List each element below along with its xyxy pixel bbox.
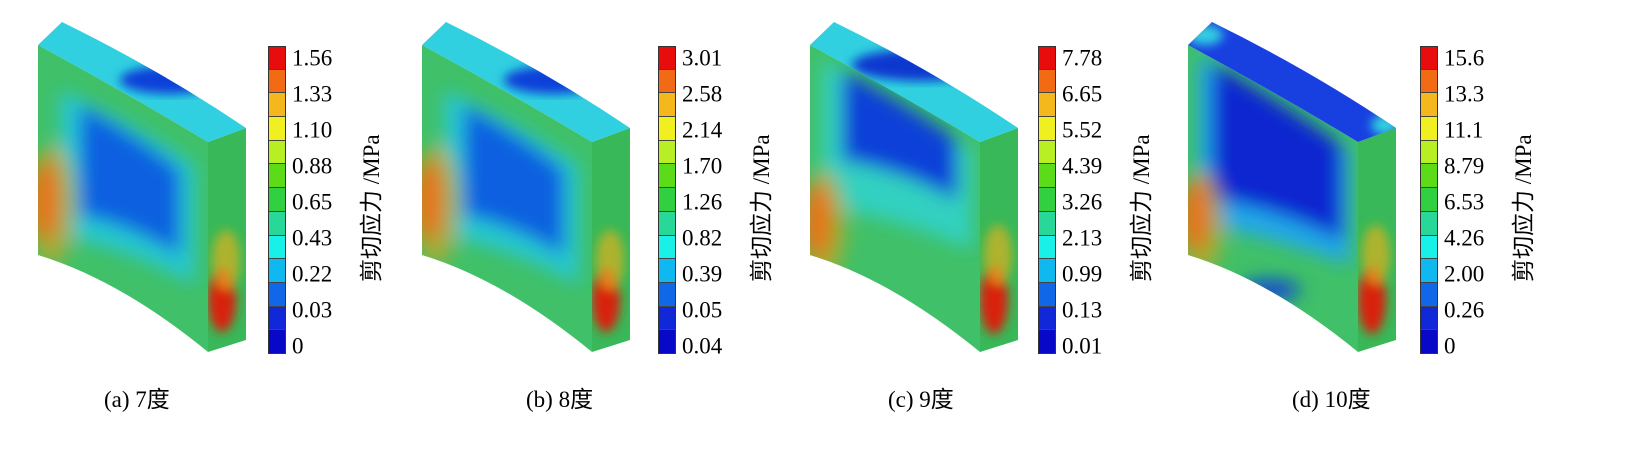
colorbar-level — [658, 282, 676, 307]
tick-label: 0.13 — [1062, 297, 1103, 323]
colorbar-axis-label: 剪切应力 /MPa — [1511, 134, 1536, 282]
tick-label: 6.53 — [1444, 189, 1485, 215]
tick-label: 2.13 — [1062, 225, 1103, 251]
colorbar-level — [268, 282, 286, 307]
tick-label: 2.58 — [682, 81, 723, 107]
tick-label: 11.1 — [1444, 117, 1484, 143]
tick-label: 0.39 — [682, 261, 723, 287]
tick-label: 0 — [292, 333, 304, 359]
tick-label: 2.00 — [1444, 261, 1485, 287]
colorbar-level — [1038, 211, 1056, 236]
colorbar-level — [268, 235, 286, 260]
colorbar-level — [658, 46, 676, 70]
tick-label: 0.99 — [1062, 261, 1103, 287]
colorbar-level — [1038, 282, 1056, 307]
colorbar-level — [658, 235, 676, 260]
panel-caption: (b) 8度 — [526, 387, 594, 412]
colorbar-level — [1038, 235, 1056, 260]
colorbar-level — [1038, 306, 1056, 331]
colorbar-level — [268, 93, 286, 118]
colorbar-level — [1420, 164, 1438, 189]
tick-label: 1.10 — [292, 117, 333, 143]
colorbar-level — [1038, 69, 1056, 94]
colorbar-level — [658, 69, 676, 94]
tick-label: 1.70 — [682, 153, 723, 179]
colorbar-level — [1420, 93, 1438, 118]
colorbar-level — [1420, 188, 1438, 212]
colorbar-level — [1038, 140, 1056, 165]
tick-label: 4.39 — [1062, 153, 1103, 179]
colorbar-level — [268, 306, 286, 331]
tick-label: 0.22 — [292, 261, 333, 287]
colorbar-level — [1038, 46, 1056, 70]
colorbar-level — [1038, 93, 1056, 118]
colorbar-level — [658, 188, 676, 212]
tick-label: 3.26 — [1062, 189, 1103, 215]
colorbar-level — [1038, 188, 1056, 212]
colorbar-level — [658, 211, 676, 236]
colorbar-level — [1420, 211, 1438, 236]
tick-label: 0.26 — [1444, 297, 1485, 323]
colorbar-level — [1420, 69, 1438, 94]
tick-label: 1.26 — [682, 189, 723, 215]
tick-label: 0.05 — [682, 297, 723, 323]
colorbar-level — [1420, 306, 1438, 331]
colorbar-level — [1420, 117, 1438, 141]
tick-label: 2.14 — [682, 117, 723, 143]
colorbar-level — [658, 93, 676, 118]
tick-label: 0.82 — [682, 225, 723, 251]
panel-caption: (d) 10度 — [1292, 387, 1371, 412]
panel-c: 7.78 6.65 5.52 4.39 3.26 2.13 0.99 0.13 … — [772, 0, 1172, 450]
tick-label: 15.6 — [1444, 45, 1485, 71]
colorbar-level — [658, 306, 676, 331]
tick-label: 3.01 — [682, 45, 723, 71]
tick-label: 0.01 — [1062, 333, 1103, 359]
colorbar-axis-label: 剪切应力 /MPa — [359, 134, 384, 282]
colorbar-level — [658, 117, 676, 141]
colorbar-axis-label: 剪切应力 /MPa — [749, 134, 774, 282]
tick-label: 0.04 — [682, 333, 723, 359]
panel-d: 15.6 13.3 11.1 8.79 6.53 4.26 2.00 0.26 … — [1150, 0, 1550, 450]
colorbar-level — [268, 46, 286, 70]
colorbar-level — [268, 69, 286, 94]
colorbar-level — [1420, 235, 1438, 260]
tick-label: 4.26 — [1444, 225, 1485, 251]
colorbar-level — [658, 259, 676, 283]
colorbar-level — [268, 188, 286, 212]
panel-a: 1.56 1.33 1.10 0.88 0.65 0.43 0.22 0.03 … — [0, 0, 400, 450]
stress-contour-model — [422, 22, 630, 352]
colorbar-level — [268, 211, 286, 236]
stress-contour-model — [810, 22, 1018, 352]
colorbar-level — [268, 164, 286, 189]
panel-caption: (a) 7度 — [104, 387, 170, 412]
colorbar-level — [268, 259, 286, 283]
tick-label: 8.79 — [1444, 153, 1485, 179]
tick-label: 13.3 — [1444, 81, 1485, 107]
colorbar-level — [658, 140, 676, 165]
panel-caption: (c) 9度 — [888, 387, 954, 412]
tick-label: 0.88 — [292, 153, 333, 179]
colorbar-level — [1038, 117, 1056, 141]
tick-label: 0 — [1444, 333, 1456, 359]
colorbar-level — [1420, 259, 1438, 283]
colorbar-level — [268, 140, 286, 165]
tick-label: 1.56 — [292, 45, 333, 71]
tick-label: 7.78 — [1062, 45, 1103, 71]
tick-label: 5.52 — [1062, 117, 1103, 143]
colorbar-level — [1038, 164, 1056, 189]
tick-label: 0.43 — [292, 225, 333, 251]
tick-label: 0.65 — [292, 189, 333, 215]
colorbar-level — [268, 117, 286, 141]
panel-b: 3.01 2.58 2.14 1.70 1.26 0.82 0.39 0.05 … — [384, 0, 784, 450]
colorbar-level — [1420, 282, 1438, 307]
colorbar-level — [658, 164, 676, 189]
stress-contour-model — [38, 22, 246, 352]
tick-label: 6.65 — [1062, 81, 1103, 107]
stress-contour-model — [1188, 22, 1396, 352]
tick-label: 0.03 — [292, 297, 333, 323]
colorbar-level — [1420, 46, 1438, 70]
tick-label: 1.33 — [292, 81, 333, 107]
colorbar-level — [1038, 259, 1056, 283]
colorbar-level — [1420, 140, 1438, 165]
